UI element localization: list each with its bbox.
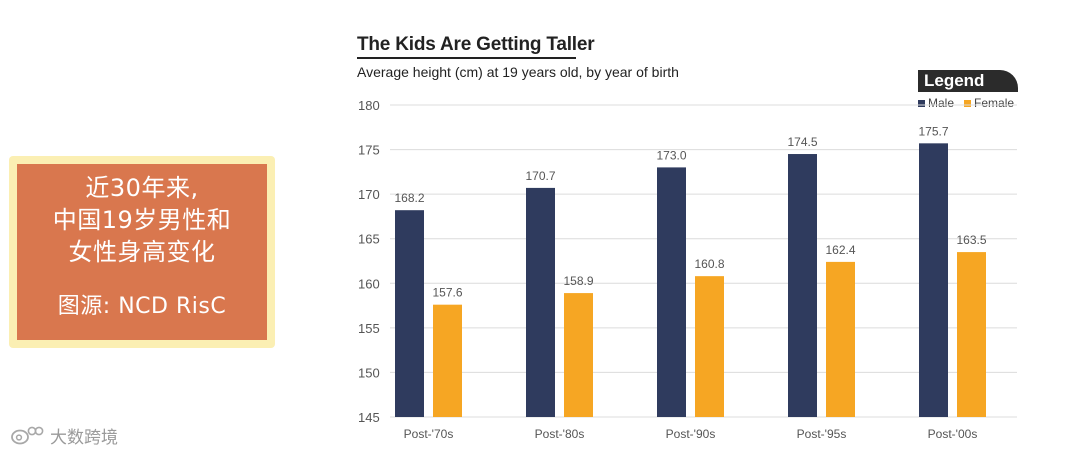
data-label-male: 173.0	[656, 148, 686, 162]
chart-title-underline	[357, 57, 576, 59]
legend-label-male: Male	[928, 96, 955, 110]
x-tick-label: Post-'80s	[535, 427, 585, 441]
y-tick-label: 175	[358, 143, 380, 158]
caption-line-2: 中国19岁男性和	[52, 206, 232, 234]
bar-male	[657, 167, 686, 417]
bar-male	[395, 210, 424, 417]
legend-label-female: Female	[974, 96, 1015, 110]
legend-swatch-male	[918, 99, 925, 107]
bar-female	[826, 261, 855, 417]
y-tick-label: 160	[358, 276, 380, 291]
caption-line-1: 近30年来,	[85, 174, 199, 202]
chart-subtitle: Average height (cm) at 19 years old, by …	[357, 64, 679, 80]
bar-female	[433, 304, 462, 417]
x-tick-label: Post-'70s	[404, 427, 454, 441]
caption-source: 图源: NCD RisC	[57, 294, 227, 319]
data-label-female: 163.5	[956, 233, 986, 247]
x-tick-label: Post-'90s	[666, 427, 716, 441]
chart-title: The Kids Are Getting Taller	[357, 34, 595, 55]
data-label-female: 158.9	[563, 274, 593, 288]
y-tick-label: 180	[358, 98, 380, 113]
data-label-female: 162.4	[825, 243, 855, 257]
watermark-text: 大数跨境	[50, 427, 118, 448]
bar-male	[526, 187, 555, 417]
y-tick-label: 165	[358, 232, 380, 247]
bar-female	[695, 276, 724, 417]
data-label-male: 170.7	[525, 169, 555, 183]
data-label-female: 160.8	[694, 257, 724, 271]
bar-female	[957, 252, 986, 417]
bar-female	[564, 293, 593, 417]
bar-male	[919, 143, 948, 417]
y-tick-label: 145	[358, 410, 380, 425]
legend-item-male: Male	[918, 96, 954, 110]
x-tick-label: Post-'00s	[928, 427, 978, 441]
legend: Male Female	[918, 96, 1014, 110]
legend-item-female: Female	[964, 96, 1014, 110]
data-label-male: 168.2	[394, 191, 424, 205]
legend-title: Legend	[918, 70, 1018, 92]
data-label-male: 175.7	[918, 124, 948, 138]
bar-male	[788, 154, 817, 417]
legend-swatch-female	[964, 99, 972, 107]
x-tick-label: Post-'95s	[797, 427, 847, 441]
y-tick-label: 155	[358, 321, 380, 336]
weibo-icon	[11, 426, 44, 445]
data-label-male: 174.5	[787, 135, 817, 149]
caption-line-3: 女性身高变化	[68, 238, 216, 266]
y-tick-label: 170	[358, 187, 380, 202]
data-label-female: 157.6	[432, 286, 462, 300]
bar-chart: 145 150 155 160 165 170 175 180 168.2 157.6 Post-'…	[358, 98, 1017, 441]
caption-box: 近30年来, 中国19岁男性和 女性身高变化 图源: NCD RisC	[17, 164, 267, 340]
y-tick-label: 150	[358, 365, 380, 380]
watermark: 大数跨境	[10, 422, 118, 448]
